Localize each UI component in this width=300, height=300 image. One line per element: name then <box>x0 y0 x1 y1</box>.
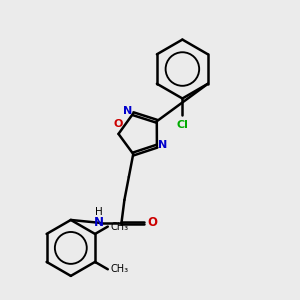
Text: O: O <box>114 118 123 129</box>
Text: H: H <box>95 207 103 217</box>
Text: CH₃: CH₃ <box>110 264 128 274</box>
Text: N: N <box>122 106 132 116</box>
Text: N: N <box>94 216 104 230</box>
Text: O: O <box>147 216 157 230</box>
Text: N: N <box>158 140 167 150</box>
Text: CH₃: CH₃ <box>110 222 128 232</box>
Text: Cl: Cl <box>176 120 188 130</box>
